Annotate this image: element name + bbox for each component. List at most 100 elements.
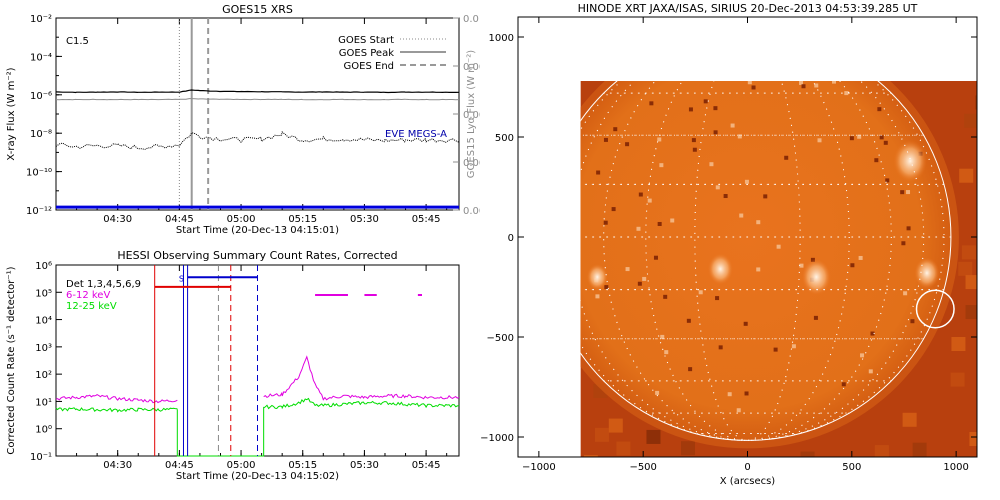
xrt-x-tick-label: 0 (744, 462, 750, 473)
xrt-pixel-speck (737, 134, 742, 139)
xrt-pixel-speck (883, 140, 888, 145)
hessi-legend-label: 12-25 keV (66, 301, 117, 312)
xrt-y-tick-label: −500 (487, 333, 514, 344)
xrt-offdisk-pixel (902, 412, 917, 427)
goes-lyman-alpha-line (55, 98, 460, 101)
xrt-pixel-speck (844, 91, 849, 96)
goes-right-tick-label: 0.009 (463, 62, 480, 73)
xrt-pixel-speck (727, 392, 732, 397)
hessi-series-line-post (263, 397, 460, 410)
xrt-pixel-speck (791, 344, 796, 349)
hessi-x-label: Start Time (20-Dec-13 04:15:02) (176, 471, 339, 482)
xrt-pixel-speck (653, 255, 658, 260)
xrt-active-region (801, 258, 831, 296)
xrt-pixel-speck (763, 194, 768, 199)
goes-y-label: X-ray Flux (W m⁻²) (6, 67, 17, 160)
xrt-pixel-speck (670, 218, 675, 223)
xrt-pixel-speck (868, 369, 873, 374)
xrt-offdisk-pixel (961, 245, 976, 260)
xrt-pixel-speck (906, 190, 911, 195)
xrt-offdisk-pixel (975, 95, 977, 110)
xrt-offdisk-pixel (594, 427, 609, 442)
xrt-pixel-speck (611, 207, 616, 212)
xrt-panel: HINODE XRT JAXA/ISAS, SIRIUS 20-Dec-2013… (480, 0, 1000, 500)
xrt-pixel-speck (702, 65, 706, 69)
goes-right-tick-label: 0.010 (463, 14, 480, 25)
xrt-pixel-speck (713, 106, 718, 111)
goes-x-tick-label: 05:30 (350, 214, 379, 225)
xrt-pixel-speck (857, 134, 862, 139)
xrt-pixel-speck (773, 347, 778, 352)
xrt-pixel-speck (569, 238, 573, 242)
xrt-pixel-speck (604, 285, 609, 290)
xrt-longitude-line (645, 81, 850, 441)
xrt-active-region (893, 140, 927, 182)
hessi-y-tick-label: 10⁻¹ (30, 452, 52, 463)
xrt-pixel-speck (691, 138, 696, 143)
xrt-pixel-speck (901, 241, 906, 246)
xrt-pixel-speck (636, 226, 641, 231)
goes-x-tick-label: 05:15 (288, 214, 317, 225)
xrt-offdisk-pixel (969, 431, 977, 446)
goes-right-tick-label: 0.007 (463, 158, 480, 169)
xrt-offdisk-pixel (965, 275, 977, 290)
goes-xrs-chart: GOES15 XRS 04:30 04:45 05:00 05:15 05:30 05:45… (6, 3, 480, 236)
xrt-pixel-speck (743, 321, 748, 326)
goes-x-tick-label: 05:00 (227, 214, 256, 225)
goes-y-tick-label: 10⁻¹⁰ (26, 168, 52, 179)
xrt-pixel-speck (910, 319, 915, 324)
hessi-series-line-pre (55, 407, 178, 413)
xrt-longitude-line (603, 81, 892, 441)
xrt-pixel-speck (709, 162, 714, 167)
xrt-pixel-speck (877, 107, 882, 112)
hessi-x-tick-label: 04:30 (103, 460, 132, 471)
goes-y-tick-label: 10⁻¹² (26, 206, 52, 217)
xrt-pixel-speck (879, 135, 884, 140)
xrt-pixel-speck (736, 408, 741, 413)
goes-long-channel-line (55, 89, 460, 94)
xrt-longitude-line (580, 81, 925, 441)
xrt-pixel-speck (603, 137, 608, 142)
xrt-offdisk-pixel (616, 441, 631, 456)
xrt-pixel-speck (900, 190, 905, 195)
goes-title: GOES15 XRS (222, 3, 293, 16)
xrt-longitude-line (694, 81, 801, 441)
goes-x-tick-label: 05:45 (412, 214, 441, 225)
xrt-pixel-speck (858, 255, 863, 260)
goes-short-channel-line (55, 131, 460, 150)
xrt-pixel-speck (664, 350, 669, 355)
xrt-offdisk-pixel (800, 451, 815, 457)
xrt-pixel-speck (730, 123, 735, 128)
xrt-pixel-speck (850, 263, 855, 268)
hessi-y-tick-label: 10¹ (35, 397, 52, 408)
xrt-pixel-speck (625, 267, 630, 272)
xrt-pixel-speck (638, 192, 643, 197)
xrt-pixel-speck (756, 220, 761, 225)
xrt-pixel-speck (565, 248, 569, 252)
xrt-pixel-speck (751, 85, 756, 90)
xrt-y-tick-label: −1000 (480, 433, 514, 444)
xrt-pixel-speck (576, 208, 580, 212)
xrt-pixel-speck (657, 221, 662, 226)
goes-legend-label: GOES Start (338, 35, 394, 46)
xrt-offdisk-pixel (608, 418, 623, 433)
xrt-pixel-speck (596, 170, 601, 175)
xrt-pixel-speck (657, 137, 662, 142)
goes-legend-label: GOES Peak (339, 48, 394, 59)
hessi-panel: HESSI Observing Summary Count Rates, Cor… (0, 245, 480, 500)
hessi-y-tick-label: 10⁵ (35, 288, 52, 299)
goes-xrs-panel: GOES15 XRS 04:30 04:45 05:00 05:15 05:30 05:45… (0, 0, 480, 245)
goes-legend-label: GOES End (344, 61, 394, 72)
xrt-pixel-speck (603, 220, 608, 225)
hessi-y-tick-label: 10³ (35, 343, 52, 354)
xrt-pixel-speck (801, 84, 806, 89)
xrt-pixel-speck (698, 290, 703, 295)
xrt-pixel-speck (688, 367, 693, 372)
goes-y-tick-label: 10⁻⁶ (30, 91, 52, 102)
hessi-title: HESSI Observing Summary Count Rates, Cor… (117, 249, 397, 262)
xrt-pixel-speck (756, 267, 761, 272)
xrt-pixel-speck (784, 155, 789, 160)
xrt-pixel-speck (860, 353, 865, 358)
hessi-y-tick-label: 10⁰ (35, 425, 52, 436)
goes-y-tick-label: 10⁻⁸ (30, 129, 52, 140)
